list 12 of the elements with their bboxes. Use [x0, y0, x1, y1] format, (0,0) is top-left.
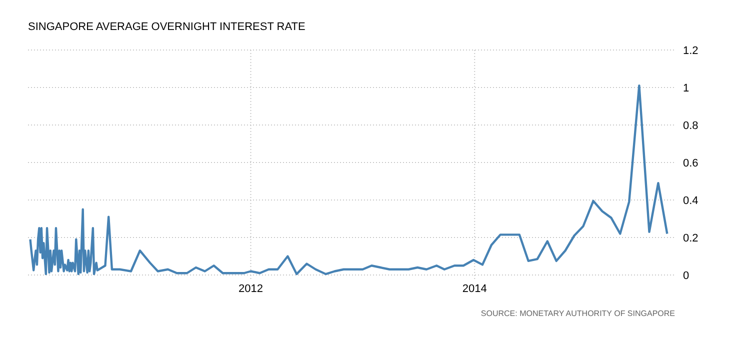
chart-title: SINGAPORE AVERAGE OVERNIGHT INTEREST RATE — [28, 21, 306, 33]
y-tick-label: 0 — [683, 270, 690, 282]
y-tick-label: 0.8 — [683, 120, 698, 132]
y-tick-label: 1 — [683, 82, 690, 94]
source-note: SOURCE: MONETARY AUTHORITY OF SINGAPORE — [480, 309, 675, 318]
line-series — [29, 84, 668, 276]
y-tick-label: 0.4 — [683, 194, 698, 207]
x-tick-label: 2014 — [462, 283, 487, 295]
y-tick-label: 0.6 — [683, 157, 698, 170]
y-tick-label: 1.2 — [683, 44, 698, 57]
x-tick-label: 2012 — [238, 283, 263, 295]
y-tick-label: 0.2 — [683, 232, 698, 244]
